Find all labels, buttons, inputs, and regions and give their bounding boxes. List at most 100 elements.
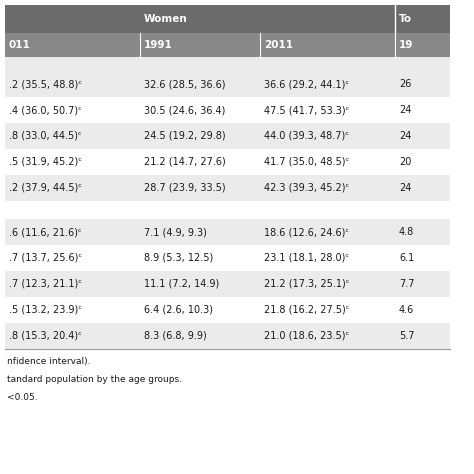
Text: tandard population by the age groups.: tandard population by the age groups.	[7, 375, 182, 384]
Bar	[260, 323, 395, 349]
Bar	[140, 97, 260, 123]
Text: .2 (35.5, 48.8)ᶜ: .2 (35.5, 48.8)ᶜ	[9, 79, 82, 89]
Text: 47.5 (41.7, 53.3)ᶜ: 47.5 (41.7, 53.3)ᶜ	[264, 105, 349, 115]
Bar	[260, 123, 395, 149]
Text: 23.1 (18.1, 28.0)ᶜ: 23.1 (18.1, 28.0)ᶜ	[264, 253, 349, 263]
Text: .8 (33.0, 44.5)ᶜ: .8 (33.0, 44.5)ᶜ	[9, 131, 82, 141]
Bar	[140, 57, 260, 71]
Bar	[395, 123, 450, 149]
Text: 19: 19	[399, 40, 413, 50]
Text: Women: Women	[144, 14, 188, 24]
Bar	[5, 297, 140, 323]
Bar	[260, 201, 395, 219]
Text: 32.6 (28.5, 36.6): 32.6 (28.5, 36.6)	[144, 79, 226, 89]
Text: 7.1 (4.9, 9.3): 7.1 (4.9, 9.3)	[144, 227, 207, 237]
Bar	[5, 97, 140, 123]
Bar	[260, 97, 395, 123]
Bar	[395, 71, 450, 97]
Bar	[5, 201, 140, 219]
Text: 21.0 (18.6, 23.5)ᶜ: 21.0 (18.6, 23.5)ᶜ	[264, 331, 349, 341]
Text: To: To	[399, 14, 412, 24]
Bar	[260, 175, 395, 201]
Text: .8 (15.3, 20.4)ᶜ: .8 (15.3, 20.4)ᶜ	[9, 331, 82, 341]
Bar	[140, 201, 260, 219]
Text: 5.7: 5.7	[399, 331, 414, 341]
Text: 36.6 (29.2, 44.1)ᶜ: 36.6 (29.2, 44.1)ᶜ	[264, 79, 349, 89]
Text: 26: 26	[399, 79, 411, 89]
Text: 8.9 (5.3, 12.5): 8.9 (5.3, 12.5)	[144, 253, 213, 263]
Bar	[395, 201, 450, 219]
Bar	[5, 5, 140, 33]
Bar	[260, 33, 395, 57]
Bar	[5, 271, 140, 297]
Bar	[140, 245, 260, 271]
Text: 4.8: 4.8	[399, 227, 414, 237]
Bar	[5, 245, 140, 271]
Bar	[5, 57, 140, 71]
Bar	[5, 149, 140, 175]
Text: 24: 24	[399, 105, 411, 115]
Text: .7 (12.3, 21.1)ᶜ: .7 (12.3, 21.1)ᶜ	[9, 279, 82, 289]
Bar	[140, 5, 395, 33]
Text: 2011: 2011	[264, 40, 293, 50]
Text: nfidence interval).: nfidence interval).	[7, 357, 91, 366]
Text: .7 (13.7, 25.6)ᶜ: .7 (13.7, 25.6)ᶜ	[9, 253, 82, 263]
Text: 6.4 (2.6, 10.3): 6.4 (2.6, 10.3)	[144, 305, 213, 315]
Bar	[395, 271, 450, 297]
Text: 21.8 (16.2, 27.5)ᶜ: 21.8 (16.2, 27.5)ᶜ	[264, 305, 349, 315]
Bar	[140, 323, 260, 349]
Bar	[5, 123, 140, 149]
Bar	[395, 323, 450, 349]
Text: .2 (37.9, 44.5)ᶜ: .2 (37.9, 44.5)ᶜ	[9, 183, 82, 193]
Bar	[395, 97, 450, 123]
Text: 24: 24	[399, 131, 411, 141]
Text: 11.1 (7.2, 14.9): 11.1 (7.2, 14.9)	[144, 279, 219, 289]
Text: 6.1: 6.1	[399, 253, 414, 263]
Bar	[5, 323, 140, 349]
Bar	[260, 297, 395, 323]
Bar	[395, 57, 450, 71]
Bar	[140, 33, 260, 57]
Bar	[5, 219, 140, 245]
Bar	[5, 33, 140, 57]
Text: 44.0 (39.3, 48.7)ᶜ: 44.0 (39.3, 48.7)ᶜ	[264, 131, 349, 141]
Bar	[140, 71, 260, 97]
Text: .6 (11.6, 21.6)ᶜ: .6 (11.6, 21.6)ᶜ	[9, 227, 82, 237]
Bar	[5, 175, 140, 201]
Text: .5 (13.2, 23.9)ᶜ: .5 (13.2, 23.9)ᶜ	[9, 305, 82, 315]
Text: 28.7 (23.9, 33.5): 28.7 (23.9, 33.5)	[144, 183, 226, 193]
Bar	[395, 5, 450, 33]
Text: .4 (36.0, 50.7)ᶜ: .4 (36.0, 50.7)ᶜ	[9, 105, 82, 115]
Bar	[140, 271, 260, 297]
Bar	[140, 149, 260, 175]
Bar	[140, 219, 260, 245]
Bar	[395, 175, 450, 201]
Bar	[260, 71, 395, 97]
Bar	[260, 245, 395, 271]
Bar	[140, 175, 260, 201]
Text: .5 (31.9, 45.2)ᶜ: .5 (31.9, 45.2)ᶜ	[9, 157, 82, 167]
Bar	[5, 71, 140, 97]
Text: 011: 011	[9, 40, 31, 50]
Text: 30.5 (24.6, 36.4): 30.5 (24.6, 36.4)	[144, 105, 225, 115]
Text: 21.2 (14.7, 27.6): 21.2 (14.7, 27.6)	[144, 157, 226, 167]
Text: 42.3 (39.3, 45.2)ᶜ: 42.3 (39.3, 45.2)ᶜ	[264, 183, 349, 193]
Text: <0.05.: <0.05.	[7, 393, 37, 402]
Text: 24.5 (19.2, 29.8): 24.5 (19.2, 29.8)	[144, 131, 226, 141]
Bar	[395, 245, 450, 271]
Bar	[260, 149, 395, 175]
Bar	[260, 271, 395, 297]
Text: 18.6 (12.6, 24.6)ᶜ: 18.6 (12.6, 24.6)ᶜ	[264, 227, 349, 237]
Text: 1991: 1991	[144, 40, 173, 50]
Bar	[140, 297, 260, 323]
Text: 20: 20	[399, 157, 411, 167]
Bar	[395, 33, 450, 57]
Text: 41.7 (35.0, 48.5)ᶜ: 41.7 (35.0, 48.5)ᶜ	[264, 157, 349, 167]
Bar	[395, 297, 450, 323]
Bar	[260, 219, 395, 245]
Text: 4.6: 4.6	[399, 305, 414, 315]
Text: 8.3 (6.8, 9.9): 8.3 (6.8, 9.9)	[144, 331, 207, 341]
Bar	[140, 123, 260, 149]
Text: 21.2 (17.3, 25.1)ᶜ: 21.2 (17.3, 25.1)ᶜ	[264, 279, 349, 289]
Text: 7.7: 7.7	[399, 279, 414, 289]
